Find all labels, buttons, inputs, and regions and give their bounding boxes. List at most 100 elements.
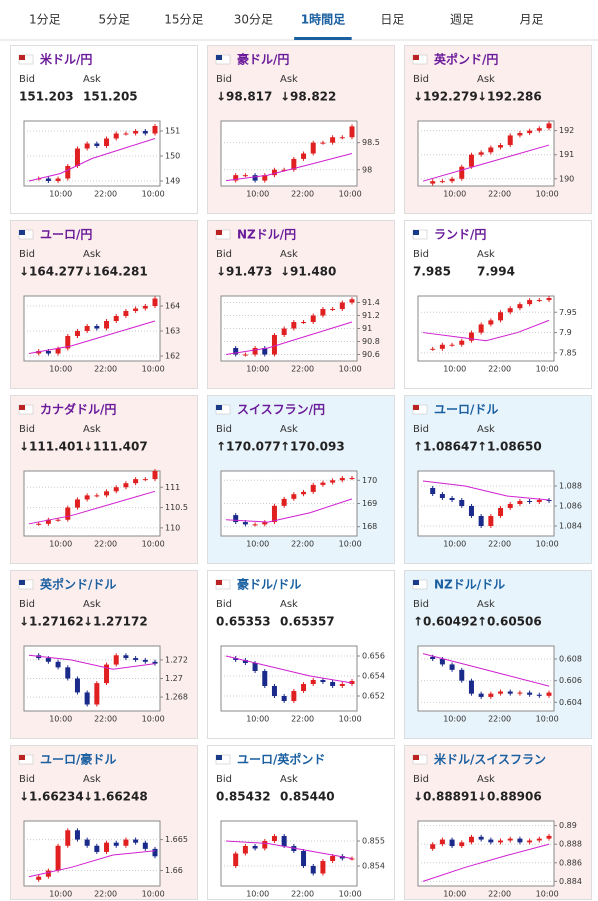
- candle: [439, 659, 445, 665]
- candle: [330, 856, 336, 861]
- card[interactable]: ユーロ/英ポンド Bid Ask 0.85432 0.85440 0.854 0.855 10…: [207, 745, 395, 900]
- y-tick-label: 0.606: [559, 676, 582, 685]
- candle: [242, 522, 248, 525]
- candle: [104, 321, 110, 329]
- flag-part: [216, 580, 222, 585]
- card[interactable]: カナダドル/円 Bid Ask ↓111.401 ↓111.407 110 110.5 111…: [10, 395, 198, 564]
- ask-price: 0.65357: [280, 615, 335, 629]
- tab[interactable]: 月足: [520, 13, 544, 27]
- candle: [84, 143, 90, 149]
- x-tick-label: 10:00: [246, 890, 269, 899]
- candle: [104, 138, 110, 146]
- candle: [439, 344, 445, 349]
- x-tick-label: 10:00: [142, 540, 165, 549]
- ask-price: 7.994: [477, 265, 515, 279]
- candle: [310, 484, 316, 492]
- y-tick-label: 91.2: [362, 311, 380, 320]
- candle: [94, 143, 100, 146]
- candle: [507, 504, 513, 508]
- candle: [478, 516, 484, 526]
- card[interactable]: ユーロ/円 Bid Ask ↓164.277 ↓164.281 162 163 164 10:0…: [10, 220, 198, 389]
- card[interactable]: NZドル/ドル Bid Ask ↑0.60492 ↑0.60506 0.604 0.606 0…: [404, 570, 592, 739]
- ask-price: ↓98.822: [280, 90, 336, 104]
- candle: [301, 491, 307, 495]
- bid-label: Bid: [216, 774, 232, 785]
- bid-price: 151.203: [19, 90, 74, 104]
- candle: [330, 309, 336, 310]
- card[interactable]: NZドル/円 Bid Ask ↓91.473 ↓91.480 90.6 90.8 91 91.2…: [207, 220, 395, 389]
- y-tick-label: 162: [165, 352, 180, 361]
- tab[interactable]: 日足: [380, 13, 404, 27]
- bid-price: 0.85432: [216, 790, 271, 804]
- candle: [546, 835, 552, 839]
- candle: [233, 853, 239, 866]
- candle: [84, 495, 90, 500]
- y-tick-label: 90.8: [362, 337, 380, 346]
- pair-name: 英ポンド/ドル: [40, 577, 116, 592]
- candle: [536, 128, 542, 131]
- candle: [65, 830, 71, 846]
- candle: [498, 145, 504, 148]
- tab[interactable]: 週足: [450, 13, 474, 27]
- candle: [546, 692, 552, 696]
- card[interactable]: 米ドル/スイスフラン Bid Ask ↓0.88891 ↓0.88906 0.884 0.8…: [404, 745, 592, 900]
- candle: [74, 331, 80, 336]
- candle: [133, 658, 139, 660]
- card[interactable]: ユーロ/豪ドル Bid Ask ↓1.66234 ↓1.66248 1.66 1.665 10…: [10, 745, 198, 900]
- x-tick-label: 22:00: [94, 365, 117, 374]
- candle: [45, 178, 51, 181]
- bid-label: Bid: [413, 599, 429, 610]
- x-tick-label: 10:00: [443, 540, 466, 549]
- candle: [536, 694, 542, 696]
- candle: [527, 300, 533, 305]
- candle: [291, 494, 297, 499]
- card[interactable]: 英ポンド/ドル Bid Ask ↓1.27162 ↓1.27172 1.268 1.27 1.…: [10, 570, 198, 739]
- candle: [252, 524, 258, 526]
- candle: [55, 519, 61, 521]
- card[interactable]: ユーロ/ドル Bid Ask ↑1.08647 ↑1.08650 1.084 1.086 1.…: [404, 395, 592, 564]
- ask-price: ↑170.093: [280, 440, 345, 454]
- y-tick-label: 190: [559, 174, 574, 183]
- y-tick-label: 169: [362, 499, 377, 508]
- candle: [349, 477, 355, 479]
- x-tick-label: 10:00: [443, 365, 466, 374]
- tab[interactable]: 30分足: [234, 13, 273, 27]
- tab[interactable]: 1分足: [29, 13, 61, 27]
- x-tick-label: 10:00: [339, 365, 362, 374]
- candle: [488, 320, 494, 325]
- candle: [94, 683, 100, 705]
- candle: [252, 175, 258, 181]
- y-tick-label: 91.4: [362, 298, 380, 307]
- candle: [152, 471, 158, 480]
- y-tick-label: 1.27: [165, 674, 183, 683]
- candle: [55, 178, 61, 181]
- card[interactable]: ランド/円 Bid Ask 7.985 7.994 7.85 7.9 7.95 10:00 22:…: [404, 220, 592, 389]
- candle: [546, 123, 552, 129]
- y-tick-label: 168: [362, 522, 377, 531]
- candle: [330, 682, 336, 686]
- moving-average: [28, 138, 156, 182]
- candle: [104, 842, 110, 852]
- candle: [449, 498, 455, 500]
- candle: [36, 523, 42, 525]
- card[interactable]: 米ドル/円 Bid Ask 151.203 151.205 149 150 151 10:00 2…: [10, 45, 198, 214]
- candle: [65, 336, 71, 349]
- tab[interactable]: 5分足: [98, 13, 130, 27]
- ask-price: ↓111.407: [83, 440, 148, 454]
- y-tick-label: 191: [559, 150, 574, 159]
- moving-average: [28, 490, 156, 525]
- ask-price: ↓164.281: [83, 265, 148, 279]
- card[interactable]: 豪ドル/円 Bid Ask ↓98.817 ↓98.822 98 98.5 10:00 22:0…: [207, 45, 395, 214]
- y-tick-label: 0.888: [559, 840, 582, 849]
- candle: [142, 842, 148, 849]
- card[interactable]: スイスフラン/円 Bid Ask ↑170.077 ↑170.093 168 169 170 1…: [207, 395, 395, 564]
- pair-name: スイスフラン/円: [237, 403, 325, 417]
- card[interactable]: 豪ドル/ドル Bid Ask 0.65353 0.65357 0.652 0.654 0.65…: [207, 570, 395, 739]
- card[interactable]: 英ポンド/円 Bid Ask ↓192.279 ↓192.286 190 191 192 10:…: [404, 45, 592, 214]
- y-tick-label: 1.088: [559, 482, 582, 491]
- tab[interactable]: 15分足: [164, 13, 203, 27]
- candle: [527, 501, 533, 502]
- tab[interactable]: 1時間足: [301, 12, 345, 27]
- ask-label: Ask: [280, 774, 298, 785]
- candle: [320, 482, 326, 485]
